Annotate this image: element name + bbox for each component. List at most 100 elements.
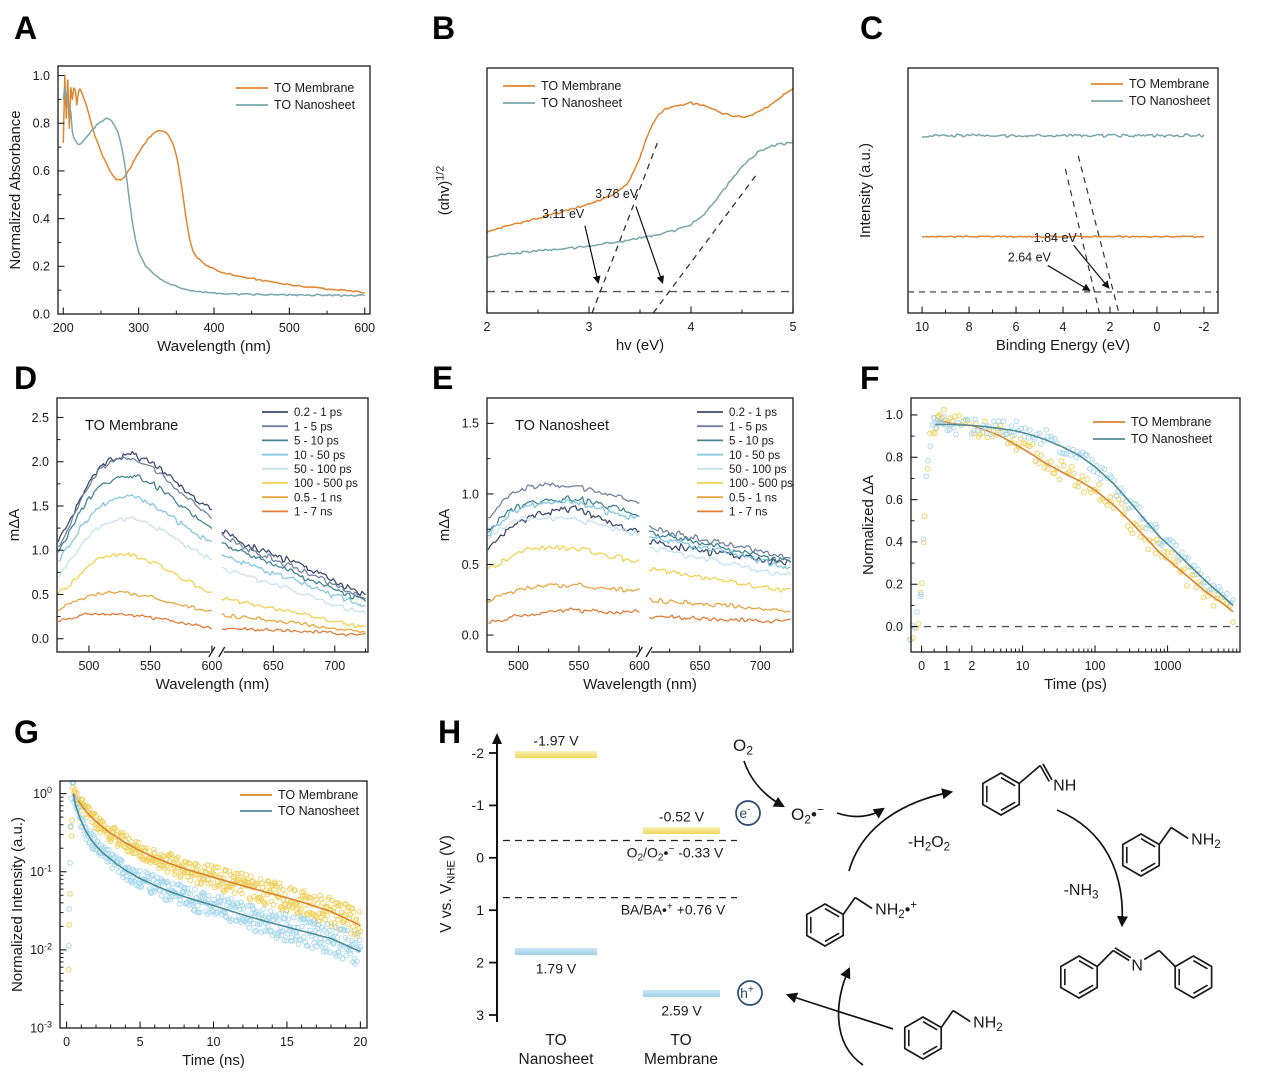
svg-text:TO Membrane: TO Membrane (1129, 77, 1209, 91)
svg-text:50 - 100 ps: 50 - 100 ps (294, 464, 352, 476)
svg-text:2.64 eV: 2.64 eV (1008, 251, 1052, 265)
svg-text:hv (eV): hv (eV) (616, 337, 664, 354)
svg-text:3.11 eV: 3.11 eV (542, 207, 585, 221)
svg-text:mΔA: mΔA (436, 509, 453, 542)
svg-text:2.59 V: 2.59 V (661, 1003, 702, 1019)
svg-text:TO Membrane: TO Membrane (1131, 415, 1211, 429)
svg-text:O2/O2•− -0.33 V: O2/O2•− -0.33 V (627, 844, 724, 863)
svg-text:4: 4 (1060, 320, 1067, 334)
svg-text:550: 550 (568, 659, 589, 673)
valence-band-chart: 10 8 6 4 2 0 -2 Binding Energy (eV) Intensity (a… (857, 67, 1219, 354)
energy-diagram-reaction-scheme: -2 -1 0 1 2 3 V vs. VNHE (V) O2/O2•− -0.33 V BA/… (438, 733, 1221, 1068)
panel-letter-d: D (14, 360, 38, 396)
svg-text:1.5: 1.5 (462, 417, 479, 431)
svg-text:TO Nanosheet: TO Nanosheet (278, 804, 360, 818)
svg-text:100: 100 (1085, 659, 1106, 673)
svg-text:Wavelength (nm): Wavelength (nm) (583, 676, 697, 693)
panel-letter-g: G (14, 714, 39, 750)
svg-text:550: 550 (140, 659, 161, 673)
svg-text:NH2: NH2 (1191, 832, 1221, 852)
svg-text:1.0: 1.0 (33, 69, 50, 83)
pl-decay-chart: 0 5 10 15 20 100 10-1 10-2 10-3 Time (ns) Normaliz… (9, 779, 368, 1069)
svg-text:0.0: 0.0 (33, 307, 50, 321)
svg-text:0.0: 0.0 (886, 620, 903, 634)
svg-text:h+: h+ (740, 985, 754, 1001)
svg-text:TO Membrane: TO Membrane (85, 418, 178, 434)
svg-text:600: 600 (201, 659, 222, 673)
panel-pl-decay: 0 5 10 15 20 100 10-1 10-2 10-3 Time (ns) Normaliz… (0, 707, 420, 1073)
svg-text:O2: O2 (733, 736, 753, 758)
svg-text:NH: NH (1053, 778, 1076, 795)
svg-text:O2•−: O2•− (791, 803, 824, 827)
svg-text:0.5 - 1 ns: 0.5 - 1 ns (294, 492, 342, 504)
svg-text:5: 5 (137, 1035, 144, 1049)
svg-text:400: 400 (204, 321, 225, 335)
svg-text:N: N (1131, 958, 1143, 975)
svg-text:TO: TO (670, 1032, 691, 1049)
svg-text:Normalized ΔA: Normalized ΔA (860, 475, 877, 575)
svg-text:700: 700 (750, 659, 771, 673)
svg-text:1.0: 1.0 (886, 408, 903, 422)
svg-text:700: 700 (324, 659, 345, 673)
svg-text:3.76 eV: 3.76 eV (595, 187, 639, 201)
svg-text:1: 1 (476, 902, 484, 918)
svg-text:15: 15 (280, 1035, 294, 1049)
svg-text:1 - 5 ps: 1 - 5 ps (729, 421, 768, 433)
svg-text:10 - 50 ps: 10 - 50 ps (294, 450, 345, 462)
panel-xps-vb: 10 8 6 4 2 0 -2 Binding Energy (eV) Intensity (a… (845, 30, 1269, 360)
svg-text:0: 0 (476, 850, 484, 866)
svg-text:1000: 1000 (1154, 659, 1182, 673)
panel-ta-membrane: 500 550 600 650 700 0.0 0.5 1.0 1.5 2.0 2.5 Wavelen… (0, 362, 410, 697)
svg-text:TO Nanosheet: TO Nanosheet (1129, 94, 1211, 108)
panel-letter-f: F (860, 360, 880, 396)
svg-text:1 - 7 ns: 1 - 7 ns (294, 507, 333, 519)
svg-text:TO Membrane: TO Membrane (278, 788, 358, 802)
ta-spectra-nanosheet-chart: 500 550 600 650 700 0.0 0.5 1.0 1.5 Wavelength (n… (436, 397, 794, 693)
svg-text:BA/BA•+ +0.76 V: BA/BA•+ +0.76 V (621, 901, 726, 917)
svg-text:mΔA: mΔA (6, 509, 23, 542)
svg-text:0: 0 (918, 659, 925, 673)
panel-tauc: 2 3 4 5 hv (eV) (αhv)1/2 TO Membrane TO Nanoshe… (420, 30, 845, 360)
svg-text:Binding Energy (eV): Binding Energy (eV) (996, 337, 1130, 354)
svg-text:5 - 10 ps: 5 - 10 ps (294, 436, 339, 448)
svg-text:10-3: 10-3 (30, 1020, 52, 1036)
svg-text:Nanosheet: Nanosheet (519, 1051, 595, 1068)
svg-text:0.4: 0.4 (886, 535, 903, 549)
svg-text:2: 2 (476, 954, 484, 970)
panel-ta-kinetics: 0 1 2 10 100 1000 0.0 0.2 0.4 0.6 0.8 1.0 Time (ps) N… (845, 362, 1269, 697)
svg-text:TO Nanosheet: TO Nanosheet (1131, 432, 1213, 446)
svg-text:Time (ns): Time (ns) (182, 1052, 245, 1069)
svg-text:5: 5 (790, 320, 797, 334)
svg-text:0.0: 0.0 (462, 628, 479, 642)
svg-text:1.0: 1.0 (32, 544, 49, 558)
svg-text:-2: -2 (472, 745, 485, 761)
svg-text:0: 0 (63, 1035, 70, 1049)
svg-text:500: 500 (508, 659, 529, 673)
svg-text:0.2: 0.2 (886, 578, 903, 592)
svg-text:3: 3 (586, 320, 593, 334)
svg-text:TO Nanosheet: TO Nanosheet (541, 96, 623, 110)
svg-text:10-1: 10-1 (30, 863, 52, 879)
panel-uvvis: 200 300 400 500 600 0.0 0.2 0.4 0.6 0.8 1.0 Wavelen… (0, 30, 410, 360)
panel-letter-c: C (860, 10, 884, 46)
ta-kinetics-chart: 0 1 2 10 100 1000 0.0 0.2 0.4 0.6 0.8 1.0 Time (ps) N… (860, 397, 1241, 693)
svg-text:-H2O2: -H2O2 (908, 834, 950, 854)
ta-spectra-membrane-chart: 500 550 600 650 700 0.0 0.5 1.0 1.5 2.0 2.5 Wavelen… (6, 397, 369, 693)
svg-text:500: 500 (279, 321, 300, 335)
svg-text:2.5: 2.5 (32, 411, 49, 425)
svg-text:650: 650 (689, 659, 710, 673)
svg-text:-0.52 V: -0.52 V (659, 809, 705, 825)
svg-text:-2: -2 (1198, 320, 1209, 334)
svg-text:e-: e- (739, 805, 750, 821)
svg-text:-1.97 V: -1.97 V (533, 733, 579, 749)
svg-text:TO Membrane: TO Membrane (274, 81, 354, 95)
svg-text:2: 2 (1106, 320, 1113, 334)
svg-text:100: 100 (33, 785, 52, 801)
uvvis-absorbance-chart: 200 300 400 500 600 0.0 0.2 0.4 0.6 0.8 1.0 Wavelen… (7, 65, 375, 355)
svg-text:Normalized Absorbance: Normalized Absorbance (7, 110, 24, 269)
svg-text:0.8: 0.8 (886, 451, 903, 465)
svg-text:TO: TO (545, 1032, 566, 1049)
svg-text:1.5: 1.5 (32, 499, 49, 513)
tauc-plot-chart: 2 3 4 5 hv (eV) (αhv)1/2 TO Membrane TO Nanoshe… (434, 67, 797, 354)
svg-text:2: 2 (484, 320, 491, 334)
